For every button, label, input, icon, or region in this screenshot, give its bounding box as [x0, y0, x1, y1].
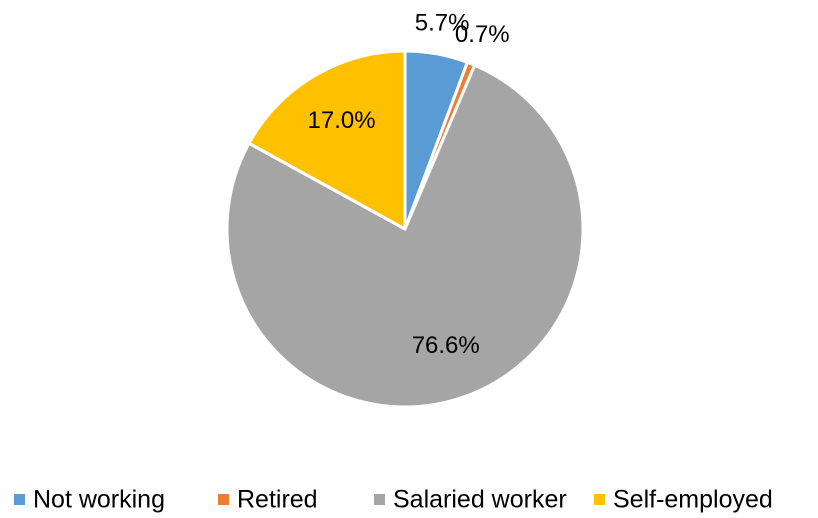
legend-swatch: [374, 494, 385, 505]
legend-label: Retired: [237, 486, 318, 514]
data-label: 0.7%: [455, 21, 510, 48]
data-label: 5.7%: [415, 9, 470, 36]
legend-swatch: [218, 494, 229, 505]
legend-label: Self-employed: [613, 486, 773, 514]
legend-label: Not working: [33, 486, 165, 514]
pie-slice: [247, 49, 407, 231]
data-label: 17.0%: [308, 107, 376, 134]
legend-swatch: [594, 494, 605, 505]
legend-label: Salaried worker: [393, 486, 567, 514]
data-label: 76.6%: [412, 332, 480, 359]
pie-slice: [225, 63, 585, 409]
legend-swatch: [14, 494, 25, 505]
